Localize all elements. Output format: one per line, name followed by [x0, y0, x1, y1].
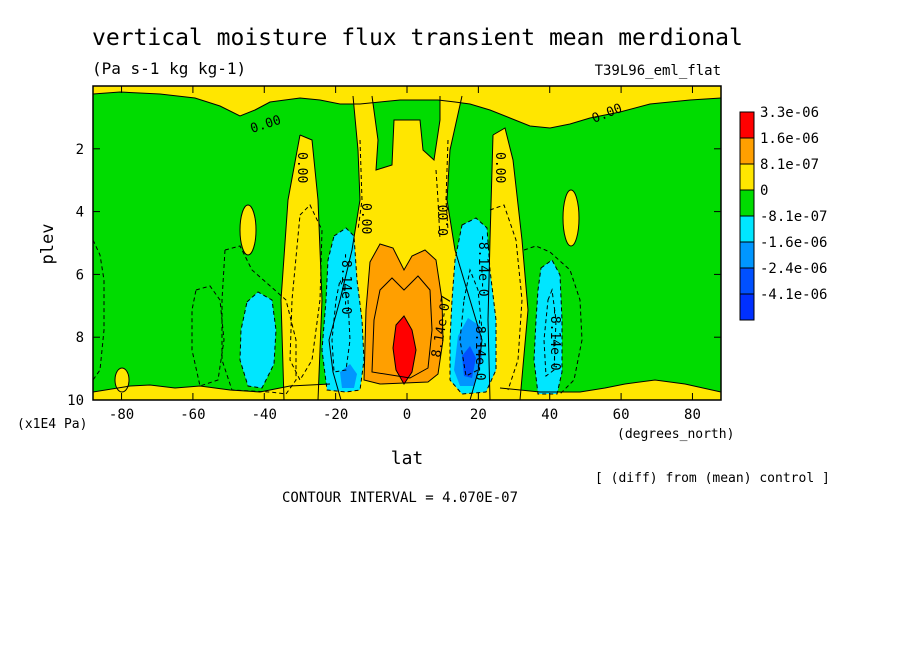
x-axis-units: (degrees_north) [617, 427, 734, 442]
yellow-cell-left [240, 205, 256, 255]
legend-swatch [739, 267, 755, 295]
contour-interval: CONTOUR INTERVAL = 4.070E-07 [282, 490, 518, 506]
blue-right-deep [462, 346, 476, 378]
y-tick-label: 4 [76, 205, 84, 221]
yellow-cell-right [563, 190, 579, 246]
yellow-column-left [281, 135, 322, 400]
x-tick-label: 80 [684, 407, 701, 423]
yellow-column-right [488, 128, 528, 400]
legend-label: 1.6e-06 [760, 131, 819, 147]
x-tick-label: 40 [541, 407, 558, 423]
contour-label: 0.00 [358, 203, 373, 234]
x-tick-label: 60 [613, 407, 630, 423]
legend-label: 3.3e-06 [760, 105, 819, 121]
legend-swatch [739, 215, 755, 243]
dashed-contours [93, 139, 583, 395]
y-tick-label: 6 [76, 267, 84, 283]
red-core [393, 316, 416, 384]
orange-core [364, 244, 443, 384]
contour-label: 0.00 [492, 152, 507, 183]
cyan-left-1 [240, 292, 276, 388]
footer-note: [ (diff) from (mean) control ] [595, 471, 830, 486]
experiment-label: T39L96_eml_flat [595, 63, 721, 79]
x-tick-label: 0 [403, 407, 411, 423]
legend-label: -2.4e-06 [760, 261, 827, 277]
cyan-left-2 [322, 228, 364, 392]
x-tick-label: 20 [470, 407, 487, 423]
legend-label: -1.6e-06 [760, 235, 827, 251]
x-tick-label: -80 [109, 407, 134, 423]
x-axis: -80 -60 -40 -20 0 20 40 60 80 [109, 86, 701, 423]
contour-label: -8.14e-0 [472, 318, 487, 381]
legend-label: -8.1e-07 [760, 209, 827, 225]
contour-label: -8.14e-0 [475, 234, 490, 297]
chart-title: vertical moisture flux transient mean me… [92, 25, 743, 51]
yellow-cell-small [115, 368, 129, 392]
legend-label: 0 [760, 183, 768, 199]
cyan-right-2 [534, 260, 562, 394]
contour-label: 0.00 [437, 205, 452, 236]
legend-swatch [739, 137, 755, 165]
legend-swatch [739, 163, 755, 191]
x-tick-label: -40 [252, 407, 277, 423]
x-tick-label: -60 [180, 407, 205, 423]
legend-swatch [739, 241, 755, 269]
contour-label: 0.00 [294, 152, 309, 183]
contour-field: 0.00 0.00 0.00 0.00 0.00 0.00 8.14e-07 -… [93, 86, 721, 400]
y-tick-label: 8 [76, 330, 84, 346]
contour-label: -8.14e-0 [338, 252, 353, 315]
yellow-top-band [93, 86, 721, 128]
yellow-bottom-band [93, 380, 721, 400]
y-axis-units: (x1E4 Pa) [17, 417, 87, 432]
y-tick-label: 2 [76, 142, 84, 158]
y-axis-title: plev [38, 224, 58, 265]
legend-label: 8.1e-07 [760, 157, 819, 173]
x-axis-title: lat [391, 448, 424, 469]
y-axis: 2 4 6 8 10 [67, 142, 721, 409]
color-legend: 3.3e-06 1.6e-06 8.1e-07 0 -8.1e-07 -1.6e-06 -2… [739, 105, 827, 321]
chart-units: (Pa s-1 kg kg-1) [92, 59, 246, 78]
legend-label: -4.1e-06 [760, 287, 827, 303]
contour-label: -8.14e-0 [547, 308, 562, 371]
legend-swatch [739, 111, 755, 139]
y-tick-label: 10 [67, 393, 84, 409]
x-tick-label: -20 [323, 407, 348, 423]
legend-swatch [739, 189, 755, 217]
legend-swatch [739, 293, 755, 321]
